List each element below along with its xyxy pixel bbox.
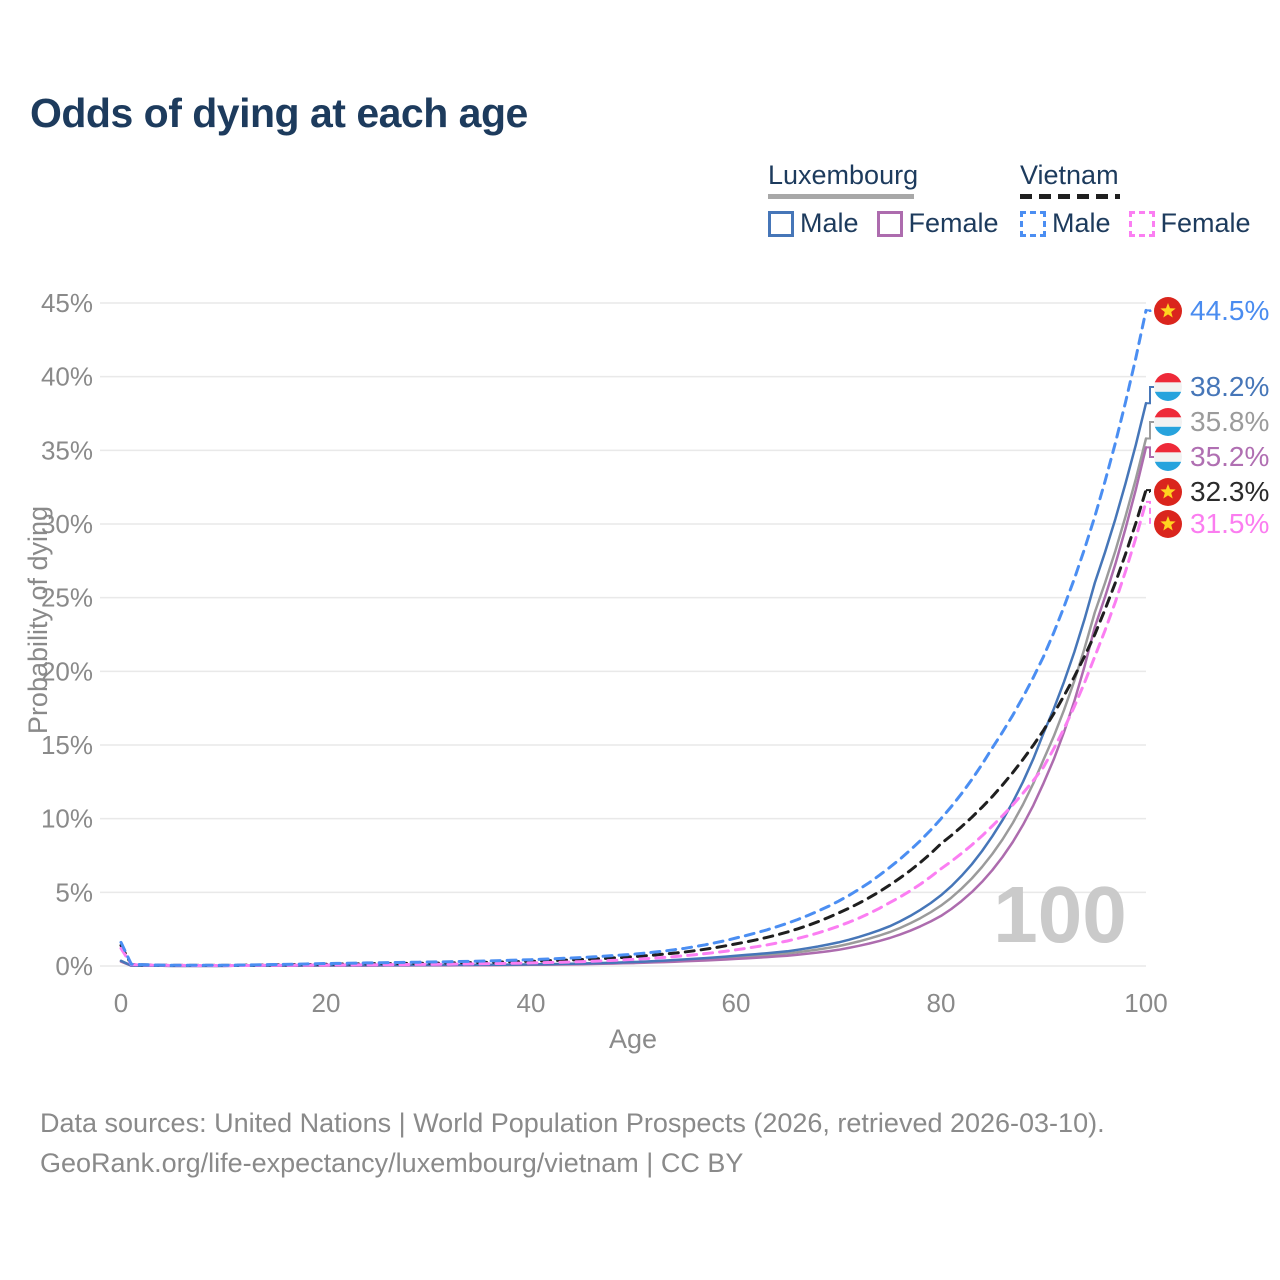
legend-country-vietnam[interactable]: Vietnam — [1020, 160, 1119, 190]
legend-swatch-luxembourg-female — [876, 210, 903, 237]
vietnam-flag-icon — [1154, 297, 1182, 325]
end-value-label-luxembourg-female: 35.2% — [1190, 441, 1269, 472]
page-title: Odds of dying at each age — [30, 90, 528, 136]
legend-item-vietnam-female[interactable]: Female — [1128, 208, 1251, 239]
series-line-vietnam-female[interactable] — [119, 500, 1148, 968]
y-tick-label: 40% — [41, 362, 93, 392]
end-value-label-vietnam-all: 32.3% — [1190, 476, 1269, 507]
y-axis-title: Probability of dying — [23, 506, 53, 734]
series-line-luxembourg-female[interactable] — [119, 446, 1148, 968]
x-axis-tick-labels: 0 20 40 60 80 100 — [114, 988, 1168, 1018]
flag-clip-group — [1154, 408, 1182, 436]
end-value-label-vietnam-female: 31.5% — [1190, 508, 1269, 539]
flag-clip-group — [1154, 297, 1182, 325]
flag-clip-group — [1154, 373, 1182, 401]
flag-stripe-red — [1154, 373, 1182, 383]
luxembourg-flag-icon — [1154, 408, 1182, 436]
y-tick-label: 20% — [41, 656, 93, 686]
flag-stripe-blue — [1154, 461, 1182, 471]
end-label-connector — [1146, 500, 1154, 525]
x-tick-label: 20 — [312, 988, 341, 1018]
y-tick-label: 5% — [55, 877, 93, 907]
legend-underline-luxembourg — [768, 194, 914, 199]
legend-group-luxembourg: Luxembourg Male Female — [768, 160, 999, 239]
legend-item-luxembourg-female[interactable]: Female — [876, 208, 999, 239]
vietnam-flag-icon — [1154, 510, 1182, 538]
series-line-vietnam-all[interactable] — [119, 488, 1148, 967]
series-lines — [119, 308, 1148, 968]
series-end-labels: 44.5% 38.2% 35.8% 35.2% 32.3%31.5% — [1146, 295, 1269, 539]
x-axis-title: Age — [609, 1024, 657, 1054]
y-tick-label: 15% — [41, 730, 93, 760]
y-tick-label: 25% — [41, 583, 93, 613]
end-label-connector — [1146, 421, 1154, 440]
end-value-label-luxembourg-male: 38.2% — [1190, 371, 1269, 402]
y-axis-tick-labels: 0% 5% 10% 15% 20% 25% 30% 35% 40% 45% — [41, 288, 93, 981]
series-line-vietnam-male[interactable] — [119, 308, 1148, 967]
flag-stripe-white — [1154, 382, 1182, 392]
y-tick-label: 45% — [41, 288, 93, 318]
end-label-connector — [1146, 489, 1154, 493]
legend-item-vietnam-male[interactable]: Male — [1020, 208, 1111, 239]
y-tick-label: 0% — [55, 951, 93, 981]
end-value-label-luxembourg-all: 35.8% — [1190, 406, 1269, 437]
flag-clip-group — [1154, 443, 1182, 471]
legend-swatch-vietnam-female — [1128, 210, 1155, 237]
flag-clip-group — [1154, 478, 1182, 506]
end-label-connector — [1146, 309, 1154, 312]
x-tick-label: 100 — [1124, 988, 1167, 1018]
flag-stripe-blue — [1154, 426, 1182, 436]
legend-item-label: Male — [800, 208, 859, 238]
luxembourg-flag-icon — [1154, 443, 1182, 471]
x-tick-label: 0 — [114, 988, 128, 1018]
legend-underline-vietnam — [1020, 194, 1120, 199]
age-cursor-watermark: 100 — [993, 870, 1126, 959]
legend-item-luxembourg-male[interactable]: Male — [768, 208, 859, 239]
legend-item-label: Female — [1160, 208, 1251, 238]
end-label-connector — [1146, 446, 1154, 458]
x-tick-label: 80 — [927, 988, 956, 1018]
flag-star — [1160, 516, 1176, 531]
y-tick-label: 10% — [41, 804, 93, 834]
footer-attribution-link[interactable]: GeoRank.org/life-expectancy/luxembourg/v… — [40, 1148, 744, 1178]
legend-item-label: Male — [1052, 208, 1111, 238]
end-value-label-vietnam-male: 44.5% — [1190, 295, 1269, 326]
flag-stripe-white — [1154, 452, 1182, 462]
flag-clip-group — [1154, 510, 1182, 538]
legend-swatch-luxembourg-male — [768, 210, 794, 237]
x-tick-label: 60 — [722, 988, 751, 1018]
y-tick-label: 35% — [41, 435, 93, 465]
footer-data-sources: Data sources: United Nations | World Pop… — [40, 1108, 1105, 1138]
flag-star — [1160, 484, 1176, 499]
vietnam-flag-icon — [1154, 478, 1182, 506]
flag-star — [1160, 303, 1176, 318]
series-line-luxembourg-all[interactable] — [119, 437, 1148, 968]
end-label-connector — [1146, 386, 1154, 405]
gridlines — [100, 302, 1146, 967]
y-tick-label: 30% — [41, 509, 93, 539]
x-tick-label: 40 — [517, 988, 546, 1018]
flag-stripe-red — [1154, 408, 1182, 418]
flag-stripe-blue — [1154, 391, 1182, 401]
legend-group-vietnam: Vietnam Male Female — [1020, 160, 1251, 239]
flag-stripe-red — [1154, 443, 1182, 453]
flag-stripe-white — [1154, 417, 1182, 427]
legend-item-label: Female — [908, 208, 999, 238]
series-line-luxembourg-male[interactable] — [119, 401, 1148, 968]
legend-swatch-vietnam-male — [1020, 210, 1046, 237]
legend-country-luxembourg[interactable]: Luxembourg — [768, 160, 919, 190]
luxembourg-flag-icon — [1154, 373, 1182, 401]
